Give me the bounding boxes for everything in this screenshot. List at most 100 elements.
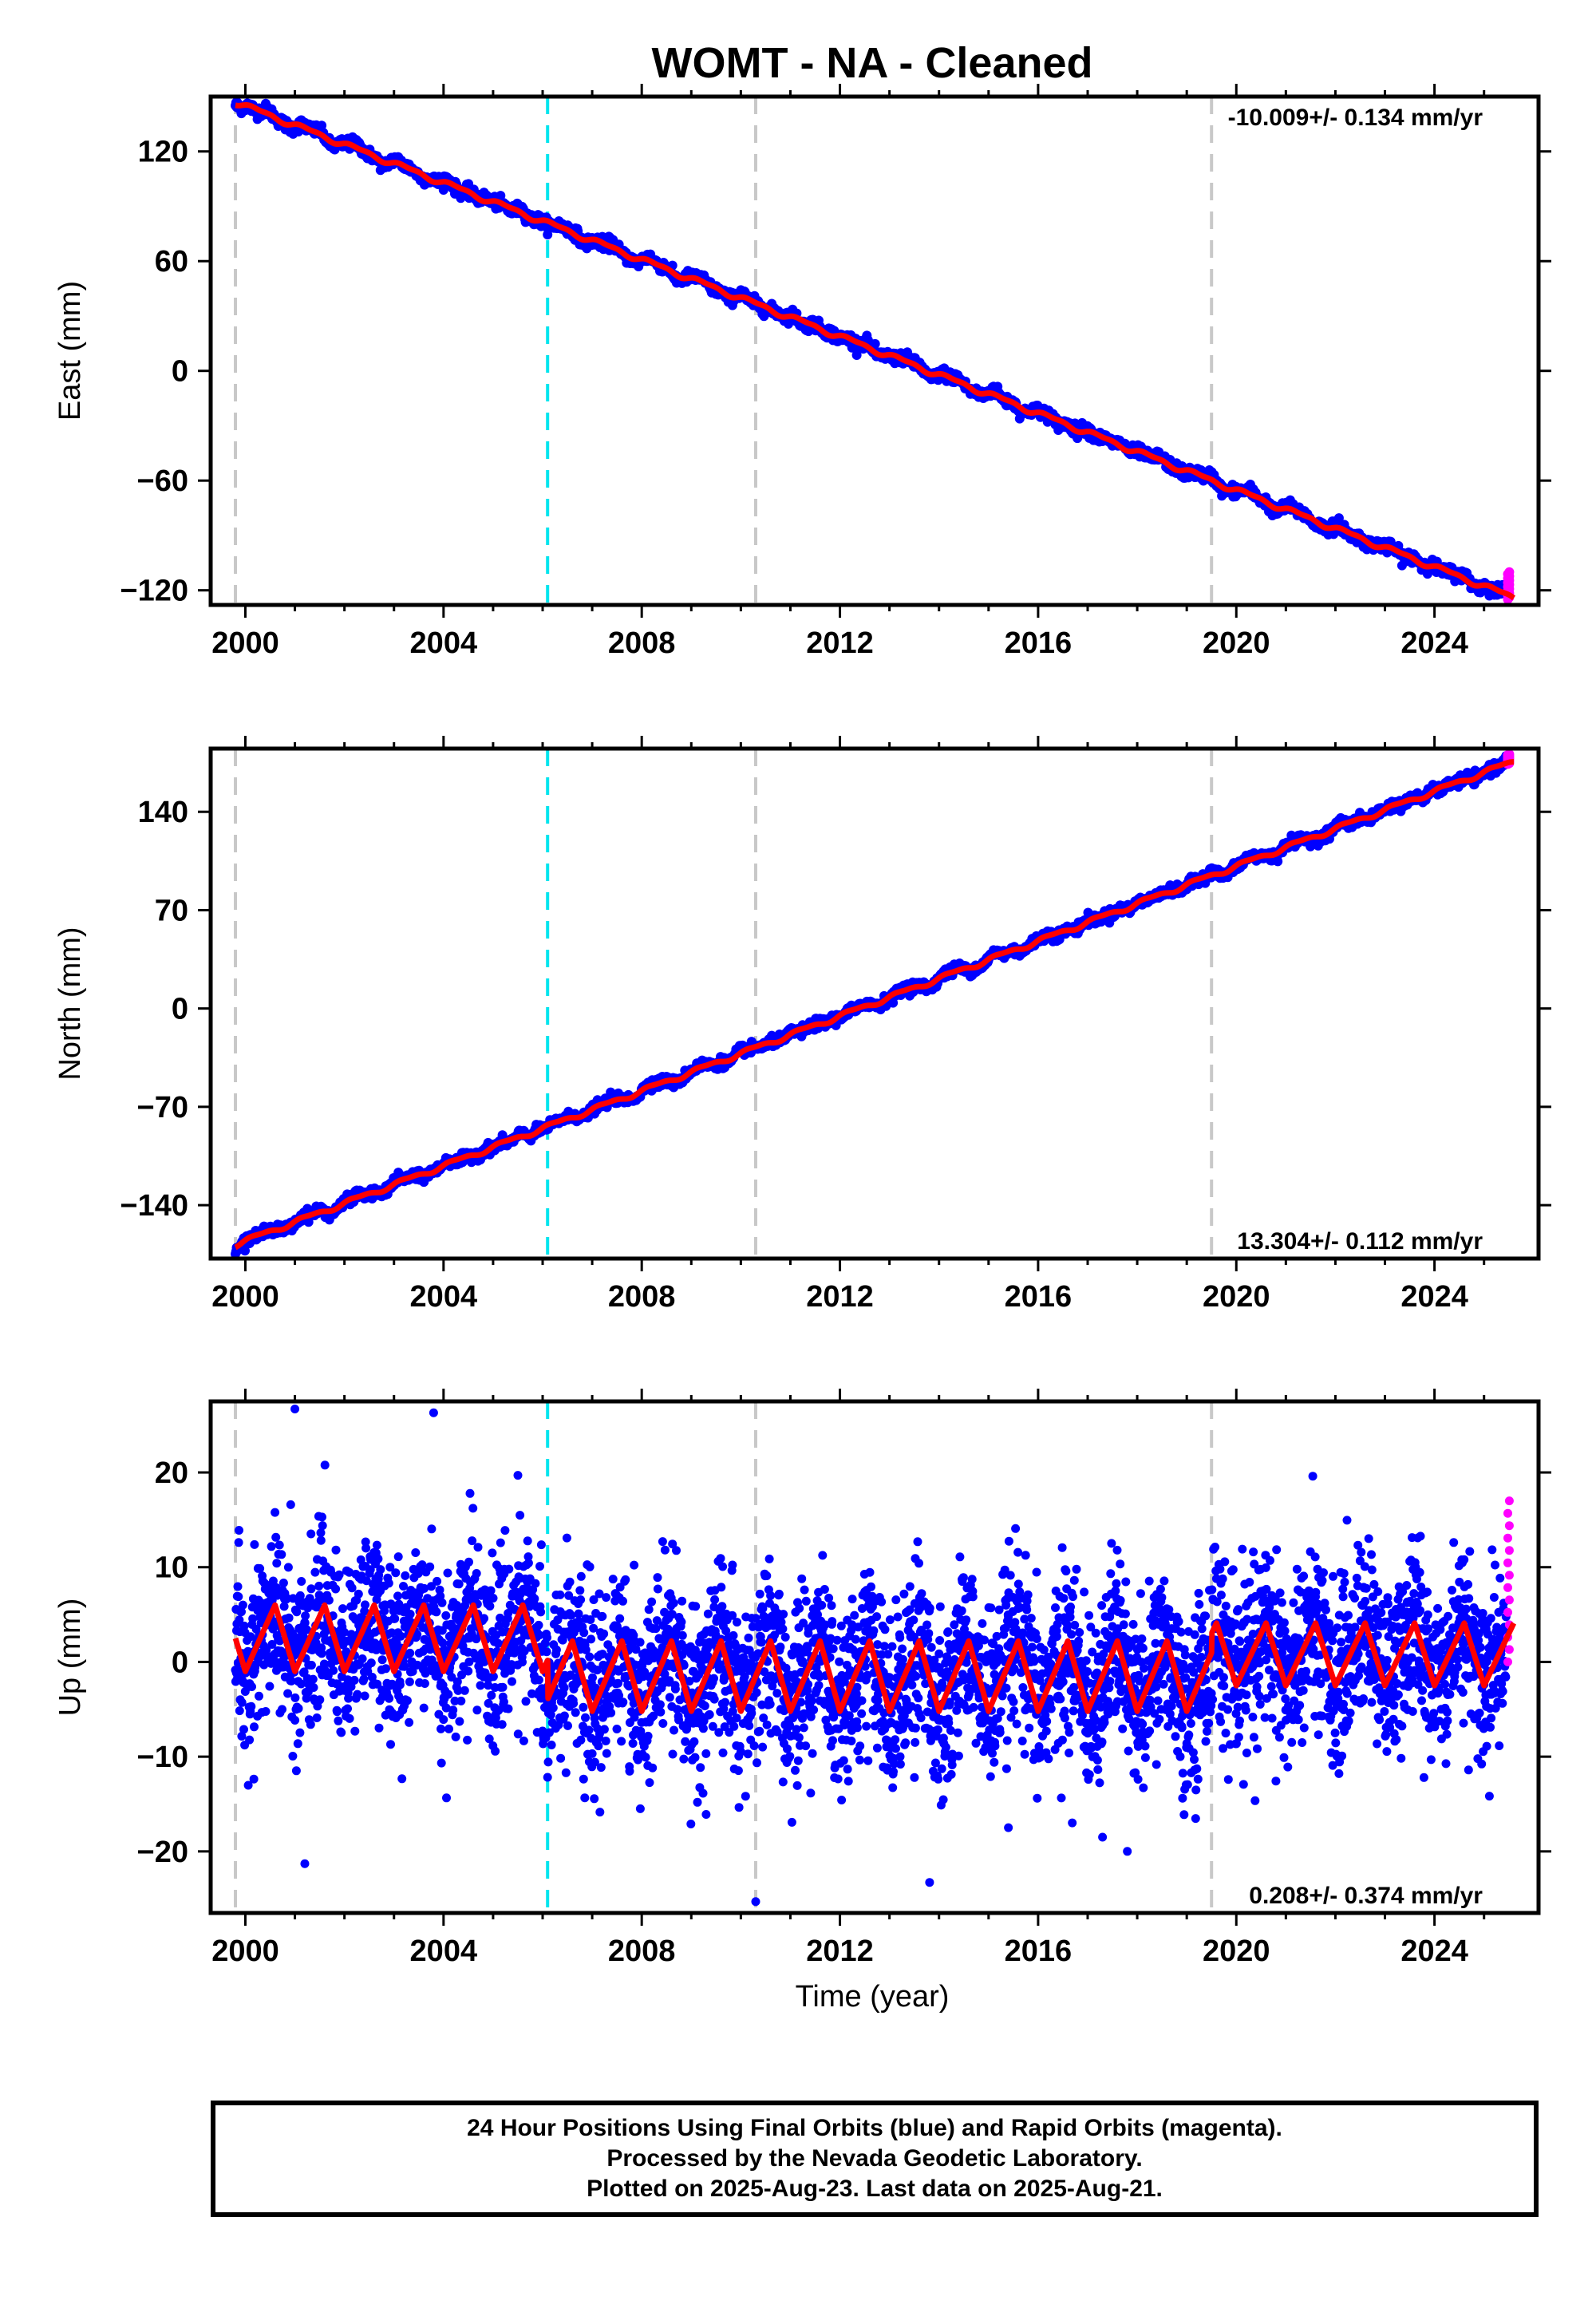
rapid-orbit-point <box>1504 567 1515 577</box>
final-orbit-point <box>295 1728 305 1737</box>
final-orbit-point <box>361 1543 371 1553</box>
final-orbit-point <box>386 1740 395 1749</box>
final-orbit-point <box>337 1728 346 1737</box>
final-orbit-point <box>350 1675 359 1685</box>
final-orbit-point <box>358 1654 367 1663</box>
final-orbit-point <box>265 1682 275 1691</box>
y-tick-label: −120 <box>120 575 188 608</box>
final-orbit-point <box>250 1539 259 1549</box>
final-orbit-point <box>233 1582 243 1591</box>
final-orbit-point <box>318 1521 327 1531</box>
final-orbit-point <box>312 1713 322 1722</box>
final-orbit-point <box>295 1591 305 1600</box>
final-orbit-point <box>360 1691 369 1701</box>
final-orbit-point <box>291 1766 301 1776</box>
model-fit-line <box>233 102 1516 601</box>
final-orbit-point <box>329 1666 338 1675</box>
final-orbit-point <box>314 1581 324 1591</box>
final-orbit-point <box>385 1694 394 1703</box>
final-orbit-point <box>343 1704 352 1713</box>
final-orbit-point <box>306 1661 316 1670</box>
final-orbit-point <box>870 338 880 349</box>
final-orbit-point <box>316 1535 326 1545</box>
final-orbit-point <box>373 1554 383 1563</box>
final-orbit-point <box>308 1674 318 1684</box>
final-orbit-point <box>286 1500 295 1509</box>
x-tick-label: 2020 <box>1203 1280 1270 1314</box>
x-tick-label: 2008 <box>608 1280 676 1314</box>
y-tick-label: −60 <box>137 464 188 498</box>
final-orbit-point <box>376 1565 385 1575</box>
final-orbit-point <box>271 1532 281 1542</box>
final-orbit-point <box>317 121 327 131</box>
final-orbit-point <box>283 1563 293 1572</box>
north-rate-label: 13.304+/- 0.112 mm/yr <box>1237 1228 1483 1255</box>
y-tick-label: 70 <box>155 894 188 927</box>
final-orbit-point <box>247 1701 256 1711</box>
final-orbit-point <box>239 1725 248 1734</box>
x-tick-label: 2000 <box>211 626 279 660</box>
model-fit-line <box>233 759 1516 1251</box>
x-tick-label: 2012 <box>806 626 874 660</box>
final-orbit-point <box>334 1716 343 1725</box>
final-orbit-point <box>279 1579 288 1587</box>
final-orbit-point <box>267 1542 276 1551</box>
x-tick-label: 2000 <box>211 1280 279 1314</box>
x-tick-label: 2020 <box>1203 626 1270 660</box>
final-orbit-point <box>306 1720 315 1729</box>
final-orbit-point <box>306 1584 316 1594</box>
rapid-orbit-point <box>1504 749 1515 759</box>
final-orbit-point <box>283 1689 293 1698</box>
final-orbit-point <box>235 1706 244 1716</box>
final-orbit-point <box>255 1691 263 1701</box>
final-orbit-point <box>275 1540 284 1550</box>
x-tick-label: 2004 <box>410 1280 478 1314</box>
final-orbit-point <box>297 1577 306 1586</box>
final-orbit-point <box>381 1664 390 1674</box>
final-orbit-point <box>245 1735 255 1745</box>
final-orbit-point <box>345 1713 354 1723</box>
final-orbit-point <box>310 1567 320 1577</box>
north-axis-label: North (mm) <box>53 927 87 1080</box>
y-tick-label: 0 <box>172 355 188 389</box>
final-orbit-point <box>361 1600 369 1610</box>
x-tick-label: 2024 <box>1400 626 1468 660</box>
final-orbit-point <box>288 1752 298 1761</box>
x-tick-label: 2016 <box>1005 1280 1073 1314</box>
east-rate-label: -10.009+/- 0.134 mm/yr <box>1228 105 1483 131</box>
final-orbit-point <box>278 1705 286 1714</box>
final-orbit-point <box>290 1716 300 1725</box>
y-tick-label: 0 <box>172 993 188 1026</box>
final-orbit-point <box>284 1613 294 1622</box>
final-orbit-point <box>277 1550 286 1559</box>
final-orbit-point <box>366 1658 376 1668</box>
y-tick-label: 60 <box>155 245 188 279</box>
final-orbit-point <box>333 1707 342 1717</box>
final-orbit-point <box>238 1600 247 1610</box>
final-orbit-point <box>354 1589 363 1599</box>
final-orbit-point <box>261 1707 271 1716</box>
final-orbit-point <box>384 1579 393 1588</box>
y-tick-label: −140 <box>120 1189 188 1223</box>
final-orbit-point <box>271 1508 280 1517</box>
final-orbit-point <box>320 1460 330 1470</box>
final-orbit-point <box>318 1512 326 1522</box>
final-orbit-point <box>372 1540 381 1550</box>
final-orbit-point <box>234 1538 243 1547</box>
final-orbit-point <box>317 1649 326 1658</box>
final-orbit-point <box>350 1726 360 1736</box>
final-orbit-point <box>377 1655 387 1665</box>
final-orbit-point <box>496 191 506 201</box>
x-tick-label: 2016 <box>1005 626 1073 660</box>
final-orbit-point <box>344 1694 354 1703</box>
chart-title: WOMT - NA - Cleaned <box>652 39 1093 87</box>
final-orbit-point <box>248 1614 258 1623</box>
final-orbit-point <box>374 1723 384 1733</box>
final-orbit-point <box>347 1583 357 1593</box>
x-tick-label: 2012 <box>806 1280 874 1314</box>
x-tick-label: 2008 <box>608 626 676 660</box>
final-orbit-point <box>306 1529 316 1539</box>
